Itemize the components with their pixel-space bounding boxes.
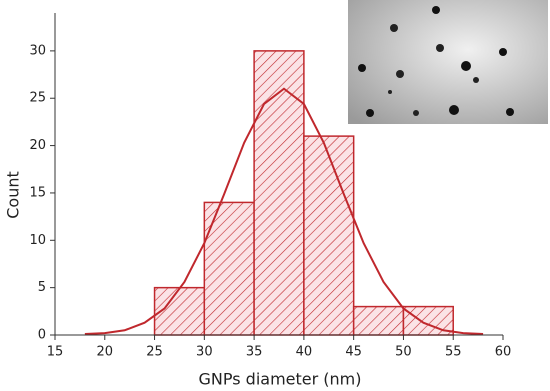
x-tick-label: 60 bbox=[495, 345, 512, 360]
x-tick-label: 45 bbox=[345, 345, 362, 360]
y-tick-label: 10 bbox=[29, 233, 46, 248]
y-tick-label: 15 bbox=[29, 185, 46, 200]
fit-curve bbox=[84, 87, 484, 336]
bar bbox=[153, 286, 206, 336]
x-axis-label: GNPs diameter (nm) bbox=[199, 370, 362, 389]
y-tick-label: 5 bbox=[38, 280, 46, 295]
y-tick-label: 30 bbox=[29, 43, 46, 58]
x-tick-label: 35 bbox=[246, 345, 263, 360]
x-tick-label: 25 bbox=[146, 345, 163, 360]
y-axis-label: Count bbox=[4, 171, 23, 219]
bar bbox=[352, 305, 405, 336]
x-tick-label: 40 bbox=[296, 345, 313, 360]
y-tick-label: 20 bbox=[29, 138, 46, 153]
x-tick-label: 30 bbox=[196, 345, 213, 360]
bar bbox=[303, 135, 355, 336]
y-tick-label: 0 bbox=[38, 328, 46, 343]
x-tick-label: 20 bbox=[97, 345, 114, 360]
y-tick-label: 25 bbox=[29, 91, 46, 106]
x-tick-label: 55 bbox=[445, 345, 462, 360]
x-tick-label: 50 bbox=[395, 345, 412, 360]
x-tick-label: 15 bbox=[47, 345, 64, 360]
inset-image bbox=[348, 0, 548, 124]
